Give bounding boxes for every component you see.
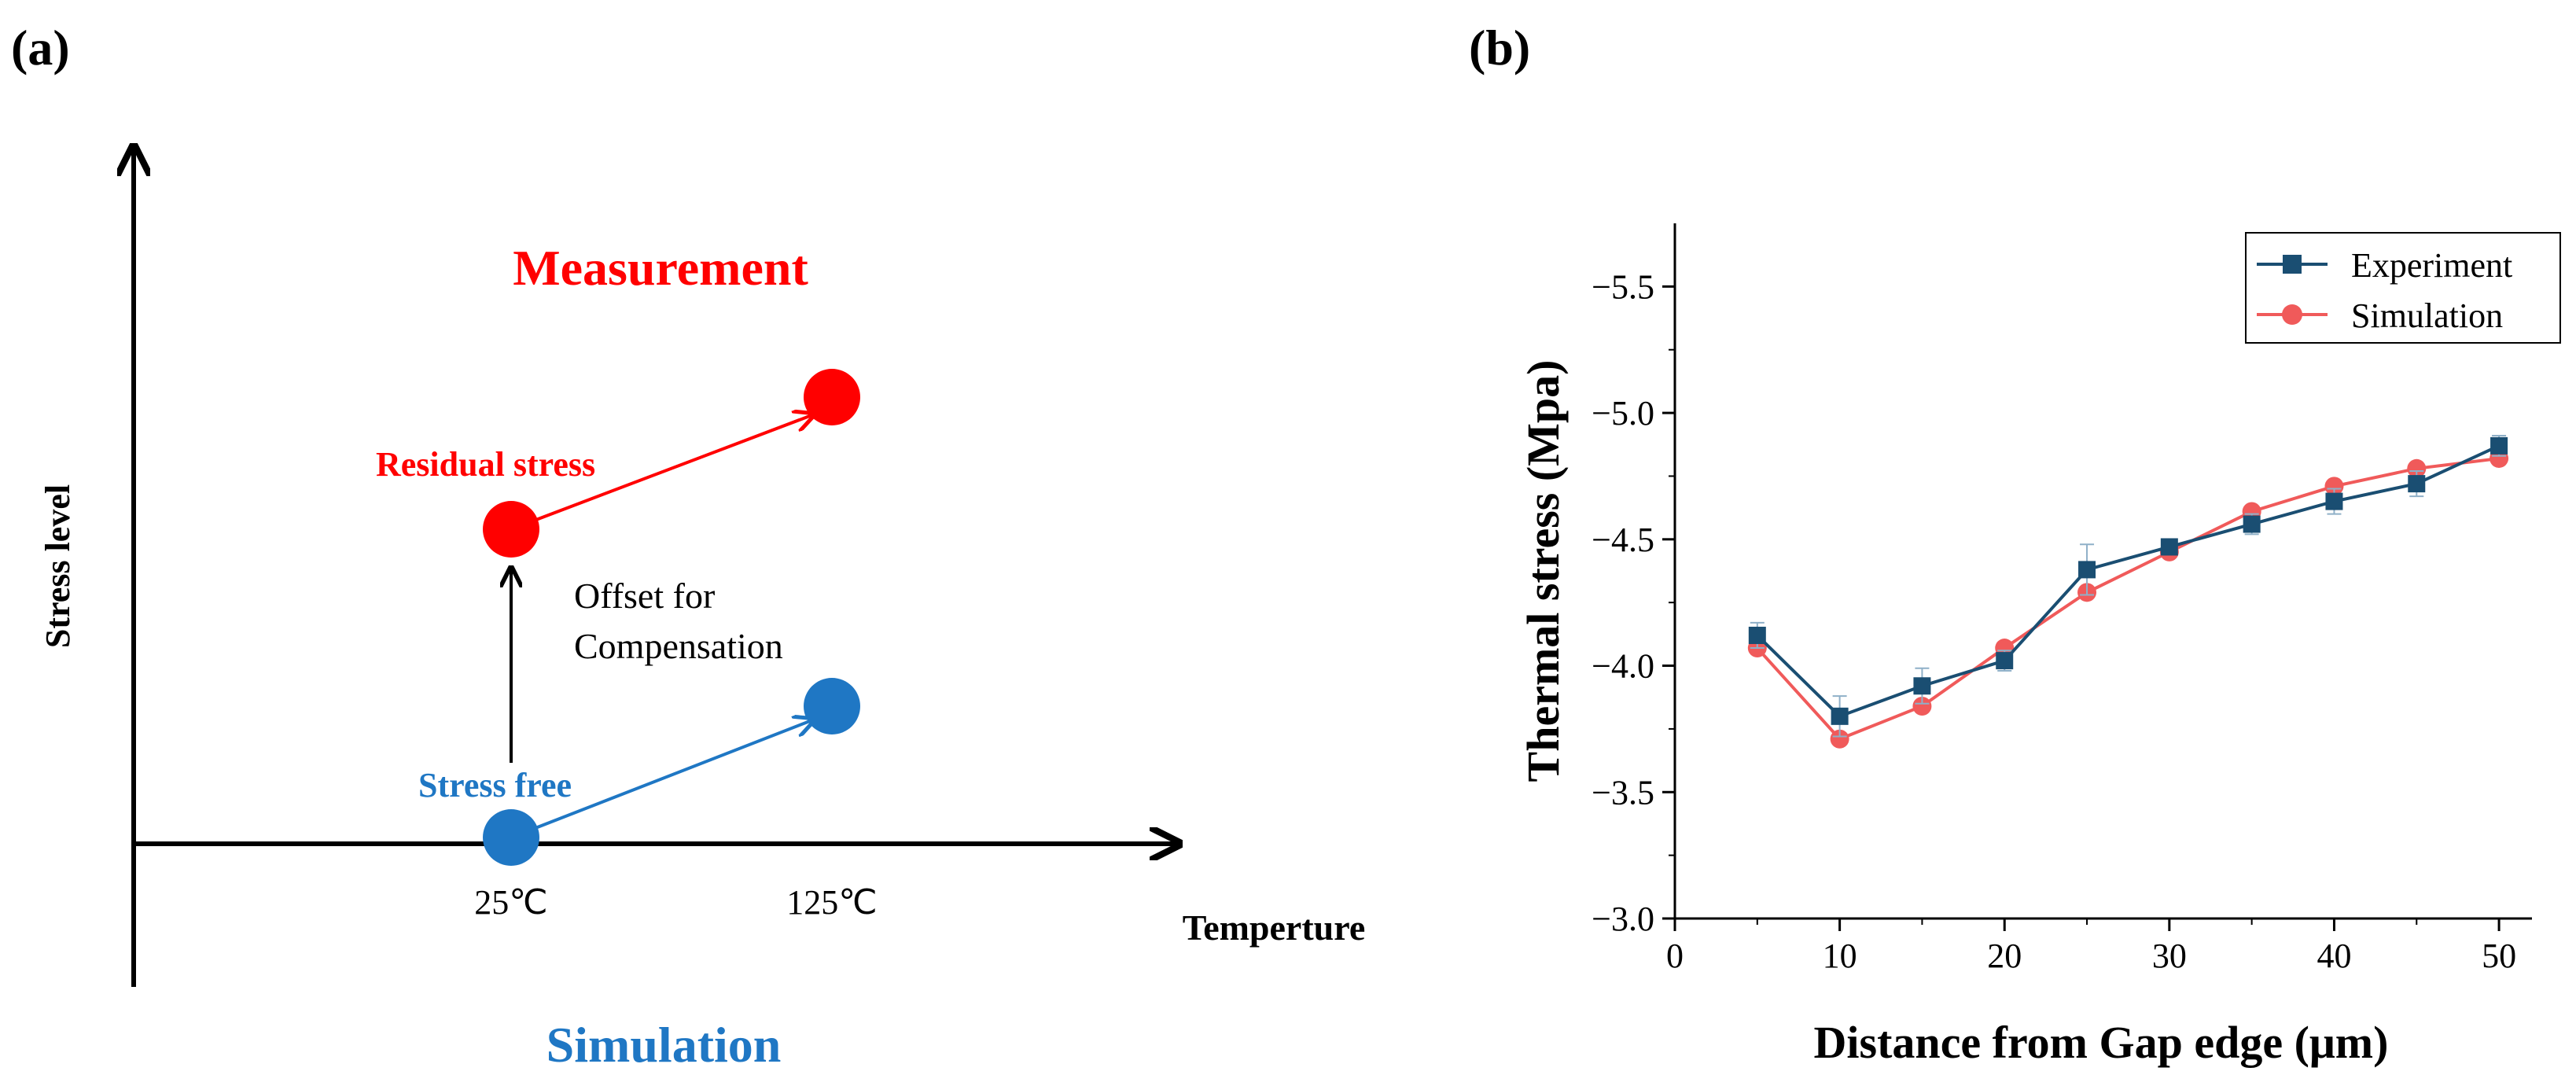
simulation-point-125c (804, 678, 860, 734)
tick-125c: 125℃ (786, 883, 877, 922)
series-line-experiment (1756, 444, 2500, 719)
experiment-point (1913, 677, 1931, 695)
y-tick-label: −5.5 (1592, 267, 1654, 306)
experiment-point (2160, 538, 2178, 556)
experiment-point (1748, 626, 1766, 644)
experiment-point (2078, 561, 2096, 579)
x-ticks: 0 10 20 30 40 50 (1666, 918, 2516, 975)
legend-box (2245, 232, 2561, 344)
series-line-simulation (1756, 456, 2500, 742)
y-tick-label: −5.0 (1592, 394, 1654, 433)
x-tick-label: 20 (1987, 937, 2022, 975)
y-tick-label: −3.5 (1592, 773, 1654, 812)
residual-stress-label: Residual stress (376, 445, 595, 484)
panel-a: (a) Stress level Temperture Measurement … (11, 20, 1365, 1073)
offset-label-line1: Offset for (574, 576, 715, 616)
panel-b-plot: −3.0 −3.5 −4.0 −4.5 −5.0 −5.5 0 10 20 30 40 50 (1592, 223, 2532, 975)
offset-label-line2: Compensation (574, 626, 783, 666)
simulation-point (2407, 458, 2427, 478)
legend-experiment-marker (2283, 255, 2302, 274)
stress-free-label: Stress free (418, 766, 572, 804)
panel-a-label: (a) (11, 20, 70, 75)
simulation-arrow (510, 720, 814, 839)
x-tick-label: 30 (2152, 937, 2187, 975)
panel-b: (b) −3.0 −3.5 −4.0 −4.5 −5.0 −5.5 0 10 20 30 40 50… (1469, 20, 2561, 1068)
x-tick-label: 0 (1666, 937, 1684, 975)
x-tick-label: 40 (2317, 937, 2351, 975)
simulation-point (1912, 696, 1932, 716)
legend-simulation-label: Simulation (2351, 296, 2503, 335)
x-tick-label: 10 (1823, 937, 1857, 975)
simulation-point (1830, 729, 1849, 749)
x-tick-label: 50 (2482, 937, 2516, 975)
y-ticks: −3.0 −3.5 −4.0 −4.5 −5.0 −5.5 (1592, 267, 1675, 938)
measurement-arrow (510, 414, 814, 531)
y-tick-label: −3.0 (1592, 900, 1654, 938)
experiment-point (2325, 492, 2343, 510)
panel-b-label: (b) (1469, 20, 1530, 75)
legend-simulation-marker (2282, 304, 2302, 325)
panel-a-title-measurement: Measurement (513, 240, 808, 296)
panel-b-x-axis-label: Distance from Gap edge (μm) (1814, 1017, 2389, 1068)
simulation-point-25c (483, 809, 539, 866)
measurement-point-25c (483, 501, 539, 558)
simulation-point (2324, 477, 2344, 496)
y-tick-label: −4.0 (1592, 647, 1654, 686)
panel-a-x-axis-label: Temperture (1183, 907, 1366, 948)
legend: Experiment Simulation (2245, 232, 2561, 344)
experiment-point (2243, 515, 2261, 533)
series-layer (1747, 435, 2509, 749)
experiment-point (1996, 652, 2014, 670)
experiment-point (2490, 436, 2508, 455)
legend-experiment-label: Experiment (2351, 246, 2512, 285)
tick-25c: 25℃ (474, 883, 547, 922)
experiment-point (1831, 707, 1849, 725)
measurement-point-125c (804, 369, 860, 425)
panel-b-y-axis-label: Thermal stress (Mpa) (1518, 360, 1569, 782)
y-tick-label: −4.5 (1592, 521, 1654, 559)
panel-a-y-axis-label: Stress level (39, 484, 77, 648)
experiment-point (2408, 475, 2426, 493)
panel-a-title-simulation: Simulation (546, 1017, 782, 1073)
